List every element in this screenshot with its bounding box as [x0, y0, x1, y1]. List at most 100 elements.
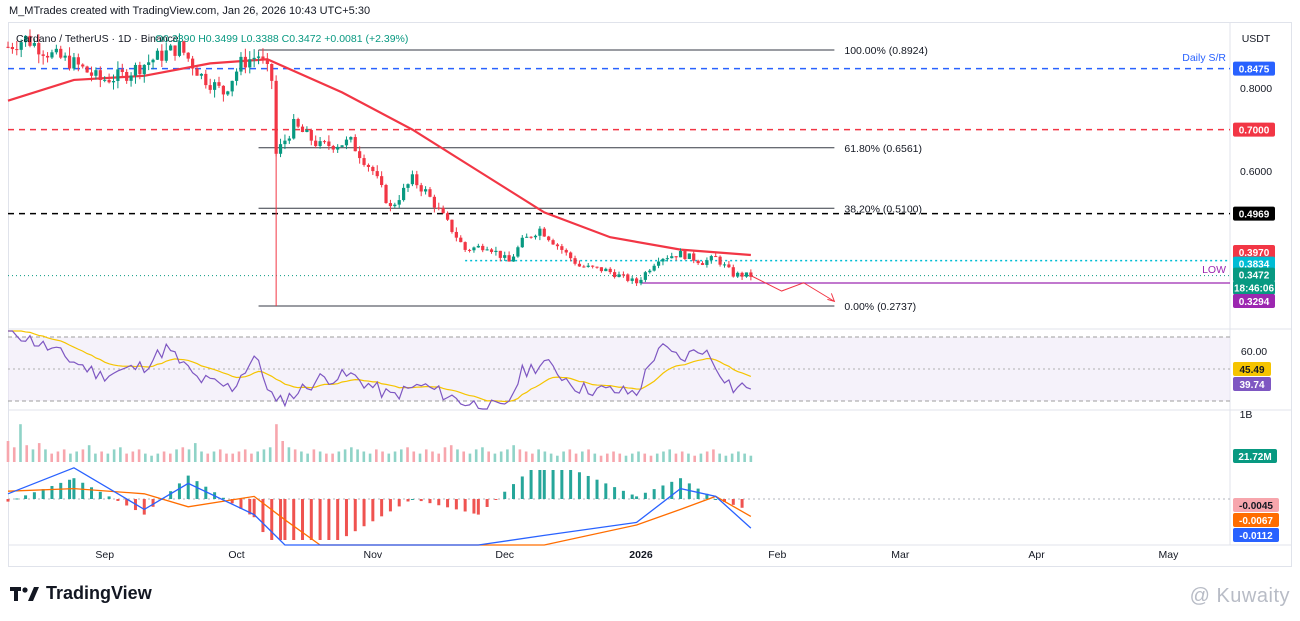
- volume-bar: [712, 449, 715, 462]
- candle-body: [15, 49, 19, 51]
- candle-body: [252, 57, 256, 60]
- macd-histogram-bar: [635, 496, 639, 499]
- fib-level-label: 0.00% (0.2737): [844, 301, 916, 313]
- candle-body: [23, 35, 28, 43]
- macd-histogram-bar: [327, 499, 331, 540]
- macd-histogram-bar: [661, 485, 665, 499]
- volume-bar: [662, 451, 665, 462]
- volume-bar: [531, 453, 534, 462]
- volume-bar: [543, 451, 547, 462]
- volume-bar: [587, 449, 590, 462]
- volume-bar: [156, 453, 160, 462]
- macd-histogram-bar: [353, 499, 357, 532]
- macd-histogram-bar: [428, 499, 432, 504]
- time-axis-label: Mar: [891, 549, 910, 561]
- watermark: @ Kuwaity: [1189, 585, 1290, 607]
- time-axis-label: Nov: [363, 549, 382, 561]
- macd-histogram-bar: [142, 499, 146, 515]
- volume-bar: [69, 453, 72, 462]
- volume-bar: [368, 453, 372, 462]
- candle-body: [454, 231, 458, 238]
- candle-body: [665, 258, 669, 260]
- candle-body: [406, 184, 410, 188]
- price-tick-label: 0.8000: [1240, 83, 1272, 95]
- volume-bar: [237, 451, 241, 462]
- macd-histogram-bar: [107, 496, 111, 499]
- candle-body: [423, 189, 428, 192]
- volume-bar: [106, 453, 110, 462]
- fib-level-label: 38.20% (0.5100): [844, 203, 922, 215]
- volume-bar: [275, 424, 278, 462]
- volume-bar: [556, 455, 559, 462]
- candle-body: [621, 274, 625, 276]
- candle-body: [503, 255, 507, 258]
- volume-bar: [56, 451, 60, 462]
- candle-body: [221, 85, 225, 95]
- volume-bar: [256, 451, 260, 462]
- candle-body: [375, 171, 379, 177]
- candle-body: [714, 256, 718, 258]
- volume-bars: [6, 424, 753, 462]
- volume-tag: 21.72M: [1238, 452, 1271, 463]
- candle-body: [648, 270, 652, 273]
- fibonacci-retracement[interactable]: 100.00% (0.8924) 61.80% (0.6561) 38.20% (0…: [258, 45, 928, 313]
- macd-histogram-bar: [551, 470, 555, 499]
- macd-histogram-bar: [309, 499, 313, 540]
- volume-bar: [12, 447, 16, 462]
- volume-bar: [62, 449, 66, 462]
- candle-body: [617, 274, 621, 278]
- candle-body: [151, 59, 155, 63]
- price-tag-bg: [1233, 280, 1275, 295]
- candle-body: [656, 261, 661, 266]
- candle-body: [634, 278, 639, 284]
- price-tag: 0.4969: [1239, 210, 1270, 221]
- candle-body: [749, 272, 753, 277]
- candle-body: [305, 129, 309, 133]
- macd-histogram-bar: [560, 470, 564, 499]
- macd-histogram-bar: [503, 491, 507, 499]
- candle-body: [147, 62, 151, 65]
- volume-bar: [250, 453, 253, 462]
- ma-line: [7, 58, 751, 257]
- volume-bar: [424, 449, 428, 462]
- candle-body: [208, 85, 212, 90]
- candle-body: [560, 246, 564, 250]
- volume-bar: [175, 449, 178, 462]
- projection-line[interactable]: [750, 275, 835, 302]
- macd-histogram-bar: [301, 499, 305, 540]
- candle-body: [89, 72, 94, 76]
- volume-bar: [418, 453, 422, 462]
- volume-bar: [506, 449, 509, 462]
- macd-tag: -0.0067: [1239, 516, 1273, 527]
- macd-histogram-bar: [397, 499, 401, 507]
- volume-bar: [25, 445, 29, 462]
- volume-bar: [44, 449, 47, 462]
- legend-symbol[interactable]: Cardano / TetherUS · 1D · Binance: [16, 33, 179, 45]
- price-tag-bg: [1233, 245, 1275, 260]
- volume-bar: [362, 451, 366, 462]
- candle-body: [494, 250, 498, 252]
- volume-bar: [119, 447, 122, 462]
- currency-label[interactable]: USDT: [1242, 33, 1271, 45]
- macd-series: [6, 467, 752, 546]
- time-axis-label: Sep: [95, 549, 114, 561]
- candle-body: [674, 256, 678, 258]
- volume-bar: [287, 447, 291, 462]
- rsi-tag-bg: [1233, 377, 1271, 391]
- price-tag-bg: [1233, 61, 1275, 76]
- macd-histogram-bar: [344, 499, 348, 537]
- volume-bar: [31, 449, 35, 462]
- tradingview-logo[interactable]: TradingView: [10, 583, 152, 604]
- volume-bar: [393, 451, 397, 462]
- candle-body: [727, 264, 731, 268]
- volume-tick-label: 1B: [1240, 409, 1253, 421]
- volume-bar: [674, 453, 678, 462]
- volume-bar: [193, 443, 197, 462]
- volume-bar: [243, 449, 247, 462]
- macd-histogram-bar: [24, 495, 28, 499]
- macd-histogram-bar: [98, 491, 102, 499]
- volume-bar: [181, 447, 185, 462]
- candle-body: [428, 189, 432, 197]
- candle-body: [445, 213, 450, 220]
